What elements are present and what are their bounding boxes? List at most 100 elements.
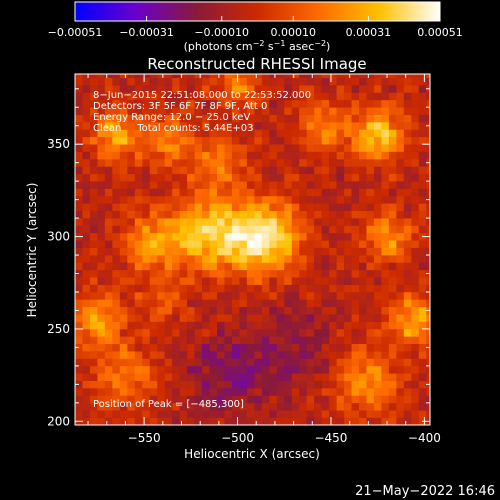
heatmap-cell — [119, 351, 128, 359]
heatmap-cell — [157, 129, 165, 138]
heatmap-cell — [149, 74, 158, 78]
footer-timestamp: 21−May−2022 16:46 — [355, 484, 495, 499]
heatmap-cell — [381, 358, 390, 367]
heatmap-cell — [172, 306, 180, 315]
heatmap-cell — [157, 144, 165, 152]
heatmap-cell — [396, 373, 405, 381]
heatmap-cell — [284, 92, 293, 101]
heatmap-cell — [194, 306, 203, 315]
heatmap-cell — [276, 218, 285, 226]
heatmap-cell — [329, 410, 337, 418]
heatmap-cell — [97, 388, 106, 396]
heatmap-cell — [134, 158, 143, 167]
heatmap-cell — [351, 74, 360, 78]
heatmap-cell — [284, 188, 293, 197]
heatmap-cell — [179, 107, 188, 115]
heatmap-cell — [104, 269, 113, 278]
heatmap-cell — [179, 99, 188, 108]
heatmap-cell — [366, 417, 375, 425]
heatmap-cell — [89, 306, 98, 315]
heatmap-cell — [134, 225, 143, 234]
heatmap-cell — [373, 195, 382, 204]
heatmap-cell — [89, 166, 98, 175]
heatmap-cell — [306, 122, 315, 130]
heatmap-cell — [224, 173, 233, 182]
heatmap-cell — [82, 410, 91, 418]
heatmap-cell — [426, 144, 430, 152]
heatmap-cell — [89, 107, 98, 115]
heatmap-cell — [112, 151, 121, 160]
heatmap-cell — [261, 136, 270, 145]
heatmap-cell — [194, 240, 203, 248]
heatmap-cell — [254, 195, 263, 204]
heatmap-cell — [187, 373, 195, 381]
heatmap-cell — [75, 188, 83, 197]
heatmap-cell — [75, 373, 83, 381]
heatmap-cell — [291, 92, 300, 101]
heatmap-cell — [388, 203, 397, 212]
heatmap-cell — [224, 225, 233, 234]
heatmap-cell — [396, 417, 405, 425]
heatmap-cell — [179, 321, 188, 330]
heatmap-cell — [351, 380, 360, 389]
heatmap-cell — [344, 225, 352, 234]
heatmap-cell — [344, 122, 352, 130]
heatmap-cell — [261, 306, 270, 315]
heatmap-cell — [127, 336, 136, 345]
heatmap-cell — [254, 225, 263, 234]
heatmap-cell — [82, 291, 91, 300]
heatmap-cell — [104, 351, 113, 359]
heatmap-cell — [82, 373, 91, 381]
heatmap-cell — [231, 225, 240, 234]
heatmap-cell — [142, 321, 151, 330]
heatmap-cell — [149, 328, 158, 337]
heatmap-cell — [426, 240, 430, 248]
heatmap-cell — [329, 269, 337, 278]
heatmap-cell — [269, 380, 278, 389]
heatmap-cell — [373, 299, 382, 308]
heatmap-cell — [336, 158, 345, 167]
heatmap-cell — [187, 74, 195, 78]
heatmap-cell — [246, 74, 255, 78]
heatmap-cell — [89, 129, 98, 138]
heatmap-cell — [381, 314, 390, 322]
heatmap-cell — [426, 203, 430, 212]
heatmap-cell — [172, 255, 180, 263]
heatmap-cell — [164, 343, 173, 352]
heatmap-cell — [149, 262, 158, 271]
heatmap-cell — [104, 188, 113, 197]
heatmap-cell — [291, 365, 300, 374]
heatmap-cell — [75, 247, 83, 256]
heatmap-cell — [157, 188, 165, 197]
heatmap-cell — [299, 122, 307, 130]
heatmap-cell — [202, 166, 210, 175]
heatmap-cell — [82, 225, 91, 234]
heatmap-cell — [291, 328, 300, 337]
heatmap-cell — [351, 158, 360, 167]
heatmap-cell — [149, 210, 158, 219]
heatmap-cell — [381, 210, 390, 219]
heatmap-cell — [344, 417, 352, 425]
heatmap-cell — [75, 151, 83, 160]
heatmap-cell — [336, 284, 345, 293]
heatmap-cell — [119, 321, 128, 330]
heatmap-cell — [396, 277, 405, 285]
heatmap-cell — [426, 388, 430, 396]
heatmap-cell — [299, 365, 307, 374]
heatmap-cell — [97, 306, 106, 315]
heatmap-cell — [344, 232, 352, 241]
heatmap-cell — [321, 321, 330, 330]
heatmap-cell — [89, 314, 98, 322]
heatmap-cell — [164, 144, 173, 152]
heatmap-cell — [403, 365, 412, 374]
heatmap-cell — [351, 314, 360, 322]
heatmap-cell — [366, 144, 375, 152]
heatmap-cell — [179, 151, 188, 160]
heatmap-cell — [373, 151, 382, 160]
heatmap-cell — [209, 351, 218, 359]
heatmap-cell — [157, 336, 165, 345]
heatmap-cell — [276, 343, 285, 352]
heatmap-cell — [388, 151, 397, 160]
heatmap-cell — [284, 195, 293, 204]
heatmap-cell — [396, 358, 405, 367]
